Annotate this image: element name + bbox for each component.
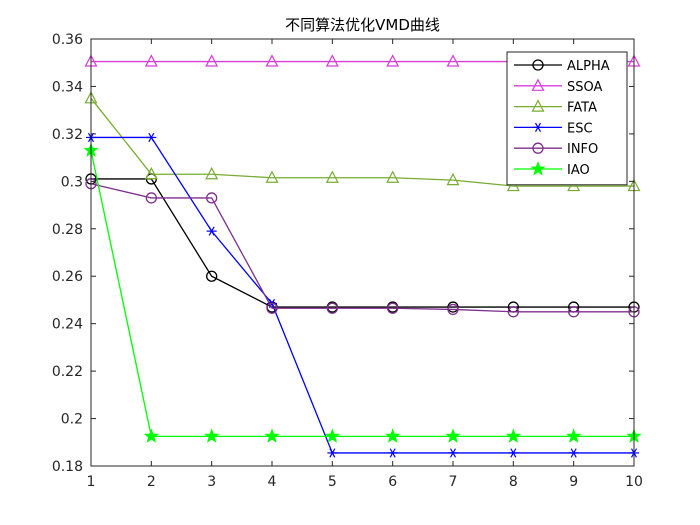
series-layer bbox=[83, 54, 642, 458]
data-point-info bbox=[266, 302, 278, 314]
data-point-esc bbox=[146, 132, 157, 143]
data-point-fata bbox=[205, 166, 219, 180]
data-point-info bbox=[568, 306, 580, 318]
data-point-info bbox=[507, 306, 519, 318]
legend-label-fata: FATA bbox=[567, 101, 597, 116]
data-point-info bbox=[447, 303, 459, 316]
data-point-info bbox=[145, 192, 157, 204]
data-point-iao bbox=[566, 428, 582, 443]
y-tick-label: 0.18 bbox=[52, 459, 83, 475]
data-point-fata bbox=[446, 172, 460, 186]
series-line-info bbox=[90, 183, 634, 313]
legend-item-fata: FATA bbox=[514, 99, 597, 116]
data-point-iao bbox=[143, 428, 159, 443]
data-point-iao bbox=[264, 428, 280, 443]
y-tick-label: 0.22 bbox=[52, 364, 83, 380]
data-point-fata bbox=[144, 166, 158, 180]
x-tick-label: 5 bbox=[328, 474, 337, 490]
data-point-ssoa bbox=[386, 54, 400, 67]
legend-item-alpha: ALPHA bbox=[514, 59, 610, 74]
data-point-info bbox=[206, 192, 218, 204]
data-point-ssoa bbox=[144, 54, 158, 67]
y-tick-label: 0.2 bbox=[61, 412, 83, 428]
legend-box bbox=[506, 51, 628, 186]
data-point-esc bbox=[327, 448, 338, 458]
legend-marker-fata bbox=[531, 99, 545, 112]
x-tick-label: 7 bbox=[449, 474, 458, 490]
data-point-iao bbox=[445, 428, 461, 443]
series-line-alpha bbox=[91, 178, 634, 308]
data-point-esc bbox=[206, 226, 217, 236]
data-point-esc bbox=[568, 448, 579, 458]
data-point-info bbox=[326, 302, 338, 314]
series-line-iao bbox=[90, 150, 634, 438]
y-tick-label: 0.36 bbox=[52, 32, 83, 48]
legend-item-info: INFO bbox=[514, 142, 598, 157]
legend-item-iao: IAO bbox=[514, 161, 590, 178]
legend-item-esc: ESC bbox=[514, 121, 593, 136]
data-point-esc bbox=[508, 448, 519, 458]
y-tick-label: 0.24 bbox=[52, 317, 83, 333]
data-point-iao bbox=[505, 428, 521, 443]
series-line-esc bbox=[91, 136, 634, 454]
data-point-fata bbox=[386, 170, 400, 183]
legend-marker-ssoa bbox=[531, 78, 545, 91]
legend-label-iao: IAO bbox=[567, 163, 590, 178]
legend-label-info: INFO bbox=[567, 142, 598, 157]
x-tick-label: 8 bbox=[509, 474, 518, 490]
data-point-iao bbox=[324, 428, 340, 443]
y-tick-label: 0.3 bbox=[61, 174, 83, 190]
legend: ALPHA SSOA FATA ESC INFO IAO bbox=[506, 51, 628, 186]
data-point-iao bbox=[204, 428, 220, 443]
data-point-ssoa bbox=[265, 54, 279, 67]
x-tick-label: 9 bbox=[569, 474, 578, 490]
axes-layer: 1 2 3 4 5 6 7 8 9 10 0.18 0.2 0.22 0.24 0.26 0.28 0.3 0.3… bbox=[52, 32, 643, 490]
data-point-fata bbox=[265, 170, 279, 183]
x-tick-label: 3 bbox=[207, 474, 216, 490]
chart-title: 不同算法优化VMD曲线 bbox=[285, 16, 440, 34]
x-tick-label: 1 bbox=[87, 474, 96, 490]
data-point-esc bbox=[387, 448, 398, 458]
series-fata bbox=[84, 91, 641, 192]
y-tick-label: 0.32 bbox=[52, 127, 83, 143]
legend-marker-info bbox=[532, 142, 544, 154]
legend-marker-alpha bbox=[532, 59, 544, 71]
data-point-esc bbox=[448, 448, 458, 458]
x-tick-label: 6 bbox=[388, 474, 397, 490]
legend-label-alpha: ALPHA bbox=[567, 59, 610, 74]
data-point-fata bbox=[325, 170, 339, 183]
y-tick-label: 0.28 bbox=[52, 222, 83, 238]
legend-label-ssoa: SSOA bbox=[567, 80, 603, 95]
data-point-ssoa bbox=[205, 54, 219, 67]
x-tick-label: 4 bbox=[268, 474, 277, 490]
data-point-iao bbox=[385, 428, 401, 443]
data-point-ssoa bbox=[446, 54, 460, 67]
axes-box bbox=[90, 38, 635, 467]
data-point-info bbox=[387, 302, 399, 314]
y-tick-label: 0.34 bbox=[52, 79, 83, 95]
data-point-fata bbox=[506, 178, 520, 192]
x-tick-label: 10 bbox=[625, 474, 643, 490]
data-point-ssoa bbox=[325, 54, 339, 67]
data-point-alpha bbox=[206, 270, 218, 282]
legend-label-esc: ESC bbox=[567, 121, 593, 136]
x-tick-label: 2 bbox=[147, 474, 156, 490]
legend-marker-esc bbox=[533, 122, 543, 133]
series-line-fata bbox=[90, 97, 634, 187]
legend-marker-iao bbox=[530, 161, 546, 176]
legend-item-ssoa: SSOA bbox=[514, 78, 603, 95]
data-point-fata bbox=[567, 178, 581, 192]
y-tick-label: 0.26 bbox=[52, 269, 83, 285]
